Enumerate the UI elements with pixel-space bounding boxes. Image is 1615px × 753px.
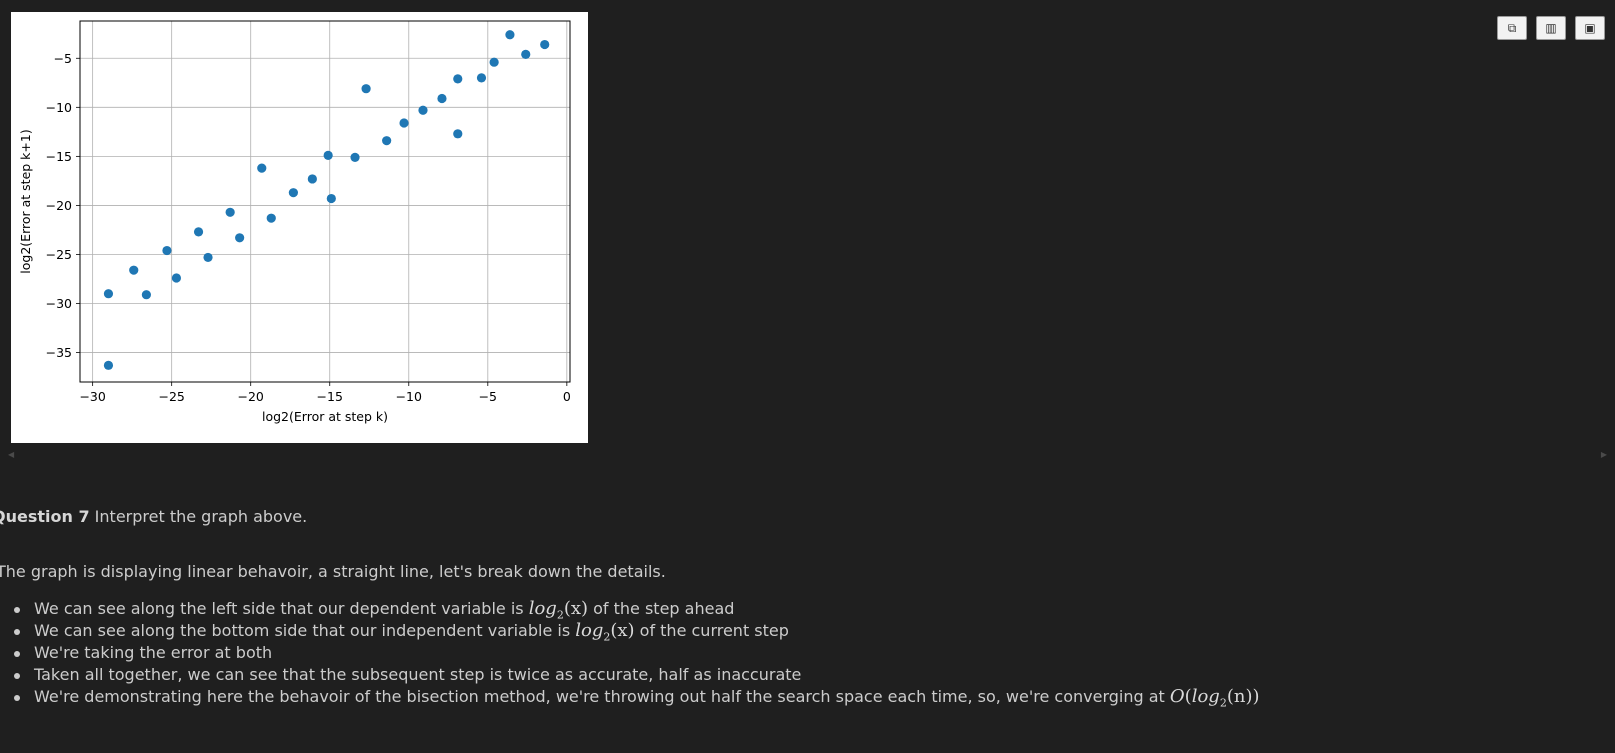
x-tick-label: 0 [563,389,571,404]
bullet-text: of the step ahead [588,599,735,618]
x-tick-label: −20 [238,389,264,404]
x-axis-label: log2(Error at step k) [262,409,388,424]
open-in-chart-button[interactable]: ▥ [1536,16,1566,40]
data-point [382,136,392,146]
scroll-left-arrow-icon[interactable]: ◀ [8,450,15,459]
list-item: We're taking the error at both [14,642,1260,664]
data-point [437,93,447,104]
list-item: We can see along the bottom side that ou… [14,620,1260,644]
data-point [323,150,333,160]
y-tick-label: −15 [46,149,72,164]
bullet-text: We're demonstrating here the behavoir of… [34,687,1170,706]
math-log2-x: log2(x) [575,620,635,644]
data-point [453,129,463,139]
math-log2-x: log2(x) [528,598,589,622]
data-point [350,152,360,162]
y-tick-label: −5 [54,51,72,66]
y-tick-label: −10 [46,100,72,115]
output-toolbar: ⧉ ▥ ▣ [1497,16,1605,40]
bullet-list: We can see along the left side that our … [14,598,1260,710]
x-tick-label: −30 [79,389,105,404]
data-point [326,193,336,204]
bullet-text: We're taking the error at both [34,643,273,662]
data-point [307,174,317,184]
question-label: Question 7 [0,507,90,526]
data-point [476,73,487,83]
cell-output: −30 −25 −20 −15 −10 −5 0 −35 −30 −25 −20 −15 −10 −5 lo… [8,12,1607,459]
copy-icon: ⧉ [1507,20,1517,35]
y-axis-label: log2(Error at step k+1) [18,129,33,273]
data-point [453,74,463,84]
bullet-text: We can see along the bottom side that ou… [34,621,576,640]
plot-area-border [79,20,571,383]
intro-paragraph: The graph is displaying linear behavoir,… [0,562,666,581]
data-point [162,245,172,256]
data-point [235,233,245,243]
x-tick-label: −10 [396,389,422,404]
chart-icon: ▥ [1545,21,1557,35]
save-output-button[interactable]: ▣ [1575,16,1605,40]
data-point [129,265,139,275]
data-point [193,227,204,237]
data-point [103,289,114,299]
data-point [505,30,515,40]
data-point [418,105,428,115]
x-tick-label: −15 [317,389,343,404]
copy-output-button[interactable]: ⧉ [1497,16,1527,40]
bullet-text: Taken all together, we can see that the … [34,665,802,684]
x-tick-label: −25 [158,389,184,404]
data-point [141,290,151,300]
list-item: We can see along the left side that our … [14,598,1260,622]
save-icon: ▣ [1584,21,1596,35]
bullet-text: of the current step [634,621,789,640]
data-point [225,207,235,217]
scroll-right-arrow-icon[interactable]: ▶ [1600,450,1607,459]
data-point [257,163,267,173]
data-point [399,118,409,128]
scatter-plot: −30 −25 −20 −15 −10 −5 0 −35 −30 −25 −20 −15 −10 −5 lo… [11,12,588,443]
data-point [361,84,371,94]
x-tick-label: −5 [479,389,497,404]
y-tick-label: −25 [46,247,72,262]
question-text: Interpret the graph above. [89,507,308,526]
data-point [489,57,499,67]
question-heading: Question 7 Interpret the graph above. [0,506,307,528]
data-point [540,39,550,50]
data-point [521,49,531,59]
list-item: We're demonstrating here the behavoir of… [14,686,1260,710]
y-tick-label: −20 [46,198,72,213]
list-item: Taken all together, we can see that the … [14,664,1260,686]
data-point [266,213,276,223]
plot-canvas: −30 −25 −20 −15 −10 −5 0 −35 −30 −25 −20 −15 −10 −5 lo… [18,20,571,424]
y-tick-label: −30 [46,296,72,311]
data-point [103,360,114,370]
data-point [288,188,298,198]
math-big-o: O(log2(n)) [1169,686,1260,710]
data-point [203,252,213,263]
data-point [171,273,182,283]
y-tick-label: −35 [46,345,72,360]
bullet-text: We can see along the left side that our … [34,599,529,618]
